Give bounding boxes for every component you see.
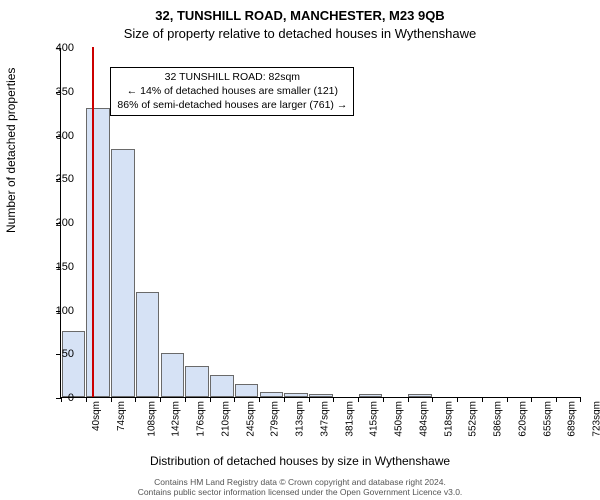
histogram-bar [284,393,308,397]
ytick-label: 300 [56,130,74,142]
xtick-label: 415sqm [369,401,380,437]
xtick-label: 313sqm [295,401,306,437]
histogram-bar [111,149,135,397]
xtick-label: 484sqm [418,401,429,437]
xtick-mark [86,397,87,402]
annotation-line: ← 14% of detached houses are smaller (12… [117,85,347,99]
histogram-bar [260,392,284,397]
ytick-label: 350 [56,86,74,98]
xtick-mark [135,397,136,402]
chart-title: Size of property relative to detached ho… [0,26,600,41]
ytick-label: 200 [56,217,74,229]
histogram-bar [161,353,185,397]
xtick-mark [457,397,458,402]
xtick-mark [309,397,310,402]
xtick-label: 620sqm [518,401,529,437]
xtick-mark [61,397,62,402]
xtick-label: 518sqm [443,401,454,437]
xtick-label: 689sqm [567,401,578,437]
xtick-label: 142sqm [171,401,182,437]
plot-area: 40sqm74sqm108sqm142sqm176sqm210sqm245sqm… [60,48,580,398]
footer-attribution: Contains HM Land Registry data © Crown c… [0,477,600,498]
xtick-mark [358,397,359,402]
xtick-label: 450sqm [394,401,405,437]
property-marker-line [92,47,94,397]
chart-container: 32, TUNSHILL ROAD, MANCHESTER, M23 9QB S… [0,0,600,500]
xtick-mark [111,397,112,402]
xtick-label: 381sqm [344,401,355,437]
xtick-mark [210,397,211,402]
xtick-label: 655sqm [542,401,553,437]
xtick-label: 210sqm [220,401,231,437]
xtick-label: 279sqm [270,401,281,437]
xtick-mark [234,397,235,402]
xtick-mark [259,397,260,402]
footer-line2: Contains public sector information licen… [0,487,600,498]
xtick-mark [432,397,433,402]
xtick-mark [531,397,532,402]
xtick-label: 40sqm [91,401,102,431]
histogram-bar [235,384,259,397]
chart-supertitle: 32, TUNSHILL ROAD, MANCHESTER, M23 9QB [0,8,600,23]
annotation-line: 32 TUNSHILL ROAD: 82sqm [117,71,347,85]
xtick-mark [556,397,557,402]
ytick-mark [56,354,61,355]
xtick-mark [408,397,409,402]
annotation-line: 86% of semi-detached houses are larger (… [117,99,347,113]
xtick-label: 108sqm [146,401,157,437]
xtick-label: 74sqm [116,401,127,431]
y-axis-label: Number of detached properties [4,68,18,233]
x-axis-label: Distribution of detached houses by size … [0,454,600,468]
ytick-label: 100 [56,305,74,317]
xtick-label: 723sqm [592,401,600,437]
xtick-label: 176sqm [196,401,207,437]
xtick-label: 586sqm [493,401,504,437]
xtick-mark [580,397,581,402]
histogram-bar [408,394,432,397]
xtick-label: 347sqm [319,401,330,437]
xtick-mark [160,397,161,402]
xtick-label: 245sqm [245,401,256,437]
histogram-bar [136,292,160,397]
xtick-mark [333,397,334,402]
xtick-mark [383,397,384,402]
xtick-mark [507,397,508,402]
xtick-mark [482,397,483,402]
ytick-label: 50 [62,348,74,360]
histogram-bar [309,394,333,397]
annotation-box: 32 TUNSHILL ROAD: 82sqm← 14% of detached… [110,67,354,116]
ytick-label: 400 [56,42,74,54]
histogram-bar [62,331,86,397]
histogram-bar [359,394,383,398]
ytick-label: 250 [56,173,74,185]
ytick-label: 150 [56,261,74,273]
footer-line1: Contains HM Land Registry data © Crown c… [0,477,600,488]
histogram-bar [185,366,209,397]
histogram-bar [86,108,110,397]
ytick-label: 0 [68,392,74,404]
xtick-mark [185,397,186,402]
xtick-label: 552sqm [468,401,479,437]
histogram-bar [210,375,234,397]
xtick-mark [284,397,285,402]
